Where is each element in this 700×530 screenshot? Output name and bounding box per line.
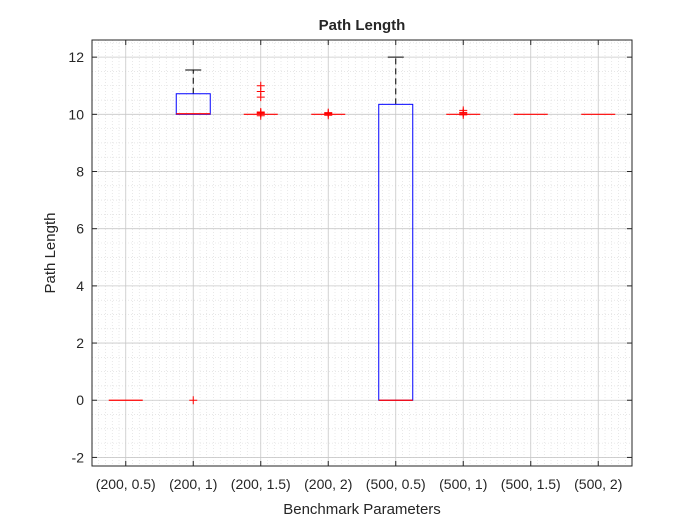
outlier-marker [459, 106, 468, 115]
outlier-marker [256, 81, 265, 90]
x-axis-label: Benchmark Parameters [283, 501, 441, 518]
y-tick-label: 0 [76, 392, 84, 408]
box-group-5 [378, 56, 414, 401]
y-tick-label: 10 [68, 106, 84, 122]
x-tick-label: (200, 1.5) [231, 476, 291, 492]
grid-layer [91, 40, 633, 466]
y-tick-label: 8 [76, 164, 84, 180]
x-tick-label: (500, 2) [574, 476, 622, 492]
chart-title: Path Length [319, 17, 406, 34]
x-tick-label: (200, 0.5) [96, 476, 156, 492]
x-tick-label: (500, 1) [439, 476, 487, 492]
x-tick-label: (200, 2) [304, 476, 352, 492]
box-group-2 [175, 69, 211, 405]
outlier-marker [189, 396, 198, 405]
outlier-marker [256, 108, 265, 117]
y-tick-label: -2 [72, 449, 85, 465]
y-axis-label: Path Length [42, 213, 59, 294]
box-group-3 [243, 81, 278, 120]
plot-frame [91, 39, 633, 467]
x-tick-label: (200, 1) [169, 476, 217, 492]
y-tick-label: 12 [68, 49, 84, 65]
x-tick-label: (500, 1.5) [501, 476, 561, 492]
y-tick-label: 4 [76, 278, 84, 294]
tick-layer: -2 0 2 4 6 8 10 12 (200, 0.5) (200, 1) (200, 1.5) (… [68, 40, 632, 492]
outlier-marker [324, 108, 333, 117]
box-group-6 [446, 106, 481, 119]
y-tick-label: 6 [76, 221, 84, 237]
y-tick-label: 2 [76, 335, 84, 351]
box-layer [108, 56, 616, 405]
box-group-4 [311, 108, 346, 120]
x-tick-label: (500, 0.5) [366, 476, 426, 492]
